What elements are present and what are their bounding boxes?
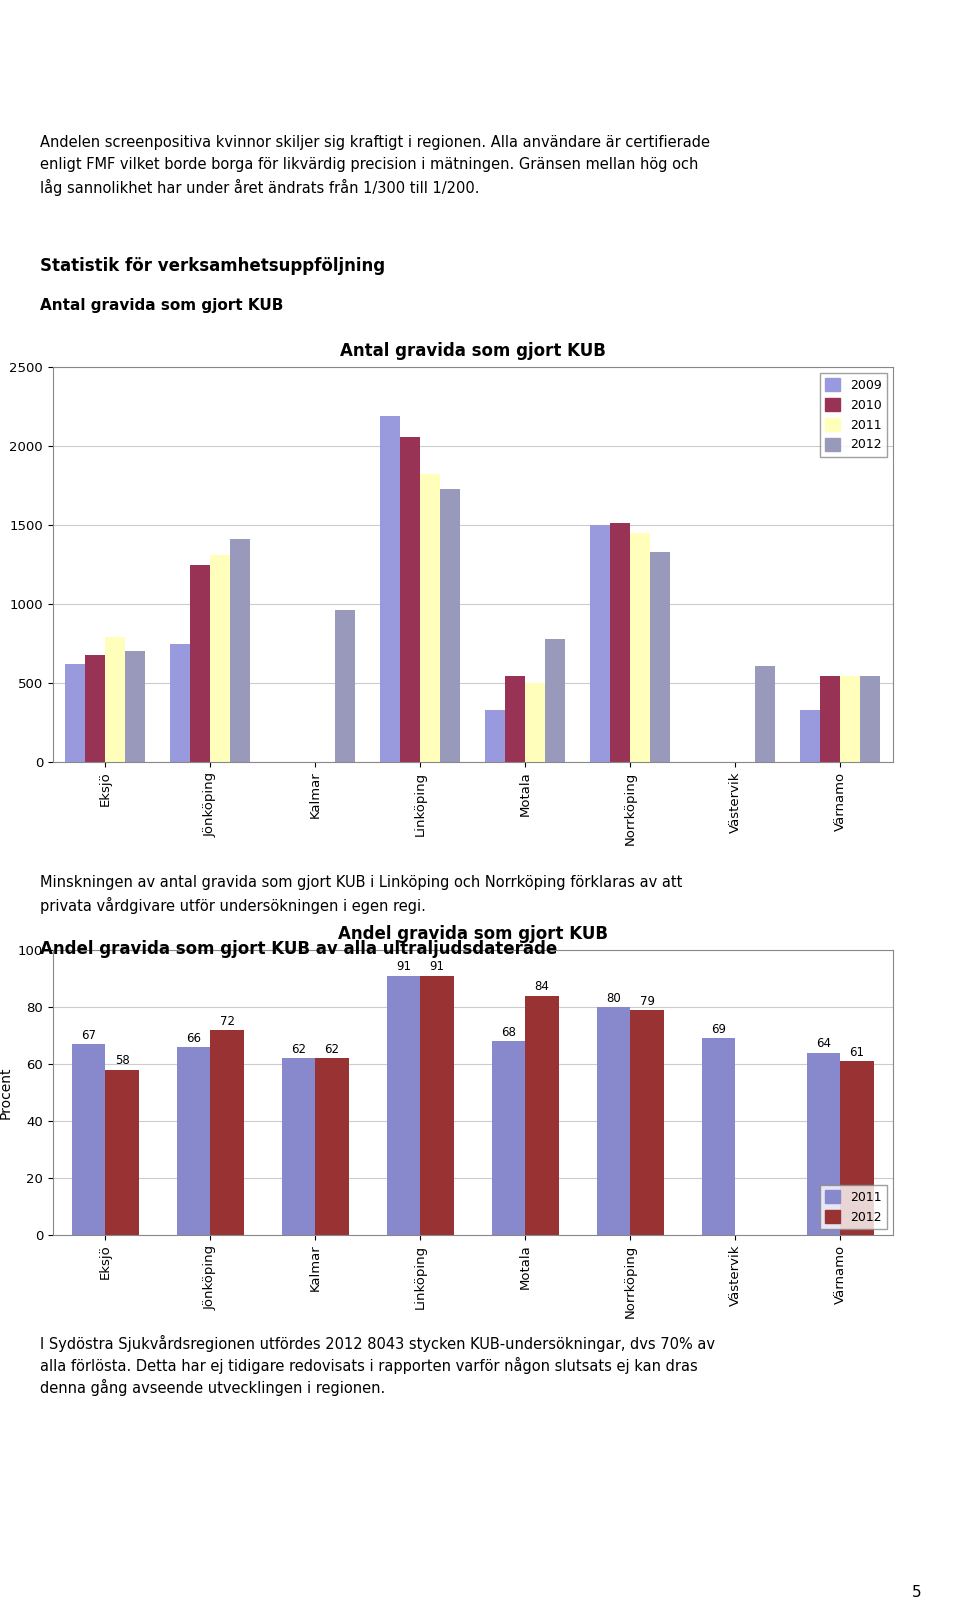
Text: Andelen screenpositiva kvinnor skiljer sig kraftigt i regionen. Alla användare ä: Andelen screenpositiva kvinnor skiljer s… bbox=[40, 136, 710, 150]
Text: 62: 62 bbox=[324, 1042, 340, 1055]
Bar bbox=[171, 643, 190, 763]
Text: 84: 84 bbox=[535, 981, 549, 994]
Bar bbox=[525, 995, 559, 1235]
Text: Minskningen av antal gravida som gjort KUB i Linköping och Norrköping förklaras : Minskningen av antal gravida som gjort K… bbox=[40, 874, 683, 890]
Text: I Sydöstra Sjukvårdsregionen utfördes 2012 8043 stycken KUB-undersökningar, dvs : I Sydöstra Sjukvårdsregionen utfördes 20… bbox=[40, 1335, 715, 1353]
Bar bbox=[441, 488, 460, 763]
Text: 72: 72 bbox=[220, 1015, 234, 1028]
Text: privata vårdgivare utför undersökningen i egen regi.: privata vårdgivare utför undersökningen … bbox=[40, 897, 426, 915]
Text: 91: 91 bbox=[430, 960, 444, 973]
Bar bbox=[756, 666, 776, 763]
Bar bbox=[420, 475, 441, 763]
Text: 5: 5 bbox=[912, 1585, 922, 1600]
Bar bbox=[840, 1062, 874, 1235]
Text: 58: 58 bbox=[115, 1054, 130, 1068]
Bar bbox=[486, 709, 505, 763]
Bar bbox=[702, 1039, 735, 1235]
Bar bbox=[821, 675, 840, 763]
Bar bbox=[387, 976, 420, 1235]
Text: alla förlösta. Detta har ej tidigare redovisats i rapporten varför någon slutsat: alla förlösta. Detta har ej tidigare red… bbox=[40, 1357, 698, 1374]
Bar bbox=[85, 654, 106, 763]
Title: Andel gravida som gjort KUB: Andel gravida som gjort KUB bbox=[338, 924, 608, 942]
Bar bbox=[400, 436, 420, 763]
Title: Antal gravida som gjort KUB: Antal gravida som gjort KUB bbox=[340, 343, 606, 360]
Bar bbox=[315, 1058, 348, 1235]
Y-axis label: Procent: Procent bbox=[0, 1067, 12, 1118]
Bar bbox=[525, 684, 545, 763]
Legend: 2011, 2012: 2011, 2012 bbox=[820, 1185, 886, 1228]
Text: denna gång avseende utvecklingen i regionen.: denna gång avseende utvecklingen i regio… bbox=[40, 1378, 386, 1396]
Bar bbox=[860, 675, 880, 763]
Text: enligt FMF vilket borde borga för likvärdig precision i mätningen. Gränsen mella: enligt FMF vilket borde borga för likvär… bbox=[40, 157, 699, 171]
Legend: 2009, 2010, 2011, 2012: 2009, 2010, 2011, 2012 bbox=[820, 373, 886, 456]
Text: 62: 62 bbox=[291, 1042, 306, 1055]
Bar bbox=[631, 533, 650, 763]
Bar bbox=[420, 976, 454, 1235]
Bar bbox=[380, 415, 400, 763]
Y-axis label: Antal: Antal bbox=[0, 546, 4, 583]
Bar bbox=[335, 611, 355, 763]
Text: 64: 64 bbox=[816, 1037, 831, 1050]
Text: 67: 67 bbox=[81, 1029, 96, 1042]
Text: låg sannolikhet har under året ändrats från 1/300 till 1/200.: låg sannolikhet har under året ändrats f… bbox=[40, 179, 480, 196]
Bar bbox=[505, 675, 525, 763]
Text: 80: 80 bbox=[606, 992, 621, 1005]
Bar bbox=[631, 1010, 664, 1235]
Bar bbox=[806, 1052, 840, 1235]
Bar bbox=[840, 675, 860, 763]
Bar bbox=[545, 638, 565, 763]
Text: Statistik för verksamhetsuppföljning: Statistik för verksamhetsuppföljning bbox=[40, 257, 386, 275]
Text: Antal gravida som gjort KUB: Antal gravida som gjort KUB bbox=[40, 297, 284, 314]
Text: 91: 91 bbox=[396, 960, 411, 973]
Bar bbox=[230, 540, 251, 763]
Bar bbox=[281, 1058, 315, 1235]
Bar bbox=[125, 651, 145, 763]
Bar bbox=[190, 564, 210, 763]
Bar bbox=[611, 524, 631, 763]
Text: Andel gravida som gjort KUB av alla ultraljudsdaterade: Andel gravida som gjort KUB av alla ultr… bbox=[40, 941, 558, 958]
Text: 66: 66 bbox=[186, 1031, 201, 1044]
Bar bbox=[106, 637, 125, 763]
Text: 79: 79 bbox=[639, 994, 655, 1007]
Bar bbox=[72, 1044, 106, 1235]
Text: 68: 68 bbox=[501, 1026, 516, 1039]
Bar bbox=[492, 1041, 525, 1235]
Bar bbox=[590, 525, 611, 763]
Bar bbox=[210, 554, 230, 763]
Bar bbox=[65, 664, 85, 763]
Bar bbox=[801, 709, 821, 763]
Bar bbox=[177, 1047, 210, 1235]
Bar bbox=[210, 1029, 244, 1235]
Bar bbox=[106, 1070, 139, 1235]
Text: 61: 61 bbox=[850, 1046, 865, 1058]
Text: 69: 69 bbox=[711, 1023, 726, 1036]
Bar bbox=[597, 1007, 631, 1235]
Bar bbox=[650, 551, 670, 763]
